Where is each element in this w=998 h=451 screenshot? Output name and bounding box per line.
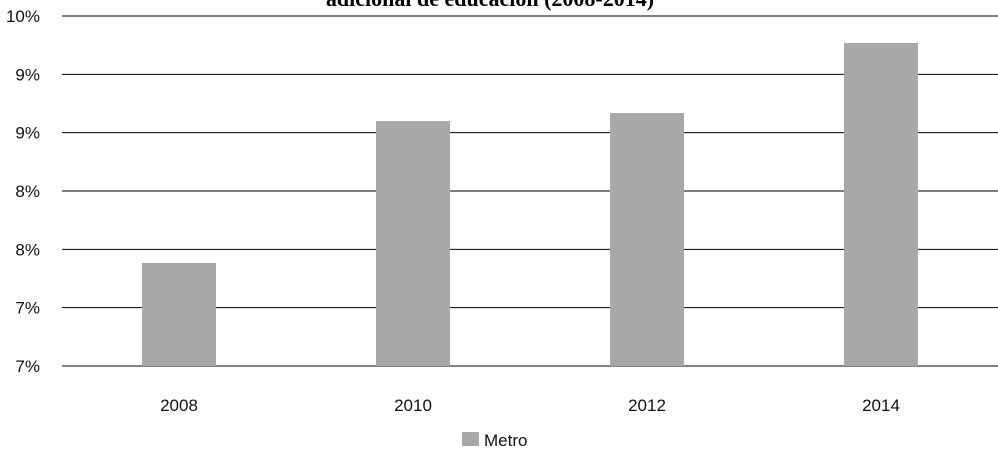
x-axis-ticks: 2008 2010 2012 2014: [160, 396, 900, 415]
y-tick-label: 8%: [15, 182, 40, 201]
y-tick-label: 7%: [15, 299, 40, 318]
chart-title: adicional de educación (2008-2014): [326, 0, 654, 11]
x-tick-label: 2010: [394, 396, 432, 415]
gridlines: [62, 15, 998, 367]
x-tick-label: 2008: [160, 396, 198, 415]
legend-label-metro: Metro: [484, 431, 527, 450]
legend: Metro: [462, 431, 527, 450]
x-tick-label: 2012: [628, 396, 666, 415]
bar-2010: [376, 121, 450, 366]
bar-2014: [844, 43, 918, 366]
legend-swatch-metro: [462, 432, 479, 446]
y-tick-label: 10%: [6, 7, 40, 26]
y-tick-label: 7%: [15, 357, 40, 376]
x-tick-label: 2014: [862, 396, 900, 415]
chart-title-text: adicional de educación (2008-2014): [326, 0, 654, 11]
bars: [142, 43, 918, 366]
y-tick-label: 8%: [15, 240, 40, 259]
y-tick-label: 9%: [15, 65, 40, 84]
y-axis-ticks: 7% 7% 8% 8% 9% 9% 10%: [6, 7, 40, 376]
y-tick-label: 9%: [15, 124, 40, 143]
bar-2012: [610, 113, 684, 366]
bar-2008: [142, 263, 216, 366]
